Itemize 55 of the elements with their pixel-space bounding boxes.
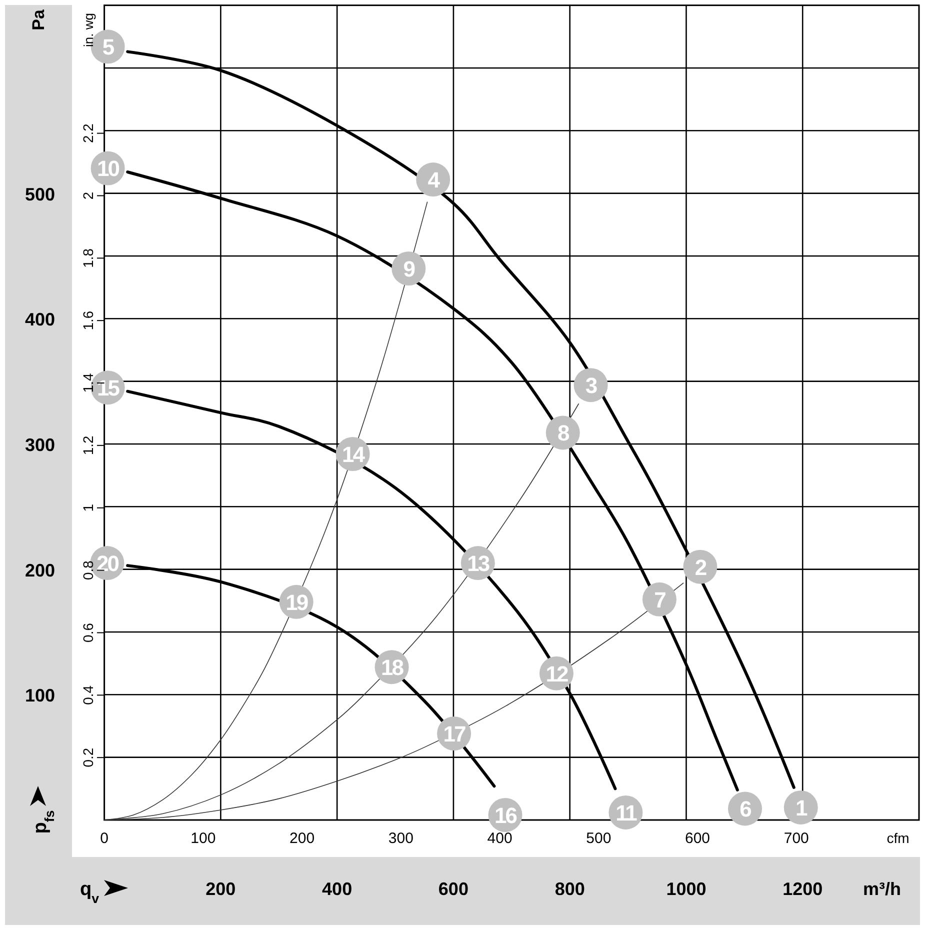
annotation: 12 [546,661,568,686]
annotation: 13 [467,551,490,576]
annotation: 16 [494,802,518,828]
y2-tick-label: 1.2 [80,435,96,456]
y2-axis-title: in. wg [81,13,96,47]
annotation: 14 [342,442,366,468]
x-tick-label: 1200 [782,879,823,899]
x-tick-label: 800 [554,879,585,899]
text: q$_{v}$ [80,879,100,906]
x2-tick-label: 500 [586,830,612,847]
x2-tick-label: 100 [190,830,216,847]
y2-tick-label: 2 [80,192,96,200]
y2-tick-label: 1.4 [80,373,96,393]
y2-tick-label: 0.4 [80,685,96,705]
x2-tick-label: 200 [290,830,315,847]
annotation: 7 [654,587,666,612]
annotation: 5 [102,34,114,60]
y-tick-label: 200 [24,560,56,580]
x2-tick-label: 400 [487,830,512,847]
x-axis-title: m³/h [863,879,901,899]
y2-tick-label: 1.6 [80,310,96,330]
x2-tick-label: 300 [388,830,414,847]
x-tick-label: 600 [438,879,468,899]
y2-tick-label: 1.8 [80,248,96,268]
annotation: 19 [286,590,308,615]
y2-tick-label: 0.2 [80,748,96,768]
annotation: 9 [403,256,416,282]
annotation: 3 [585,373,598,398]
annotation: 8 [557,420,570,446]
annotation: 17 [443,722,466,747]
x-tick-label: 400 [322,879,352,899]
x2-tick-label: 0 [100,830,108,847]
y-tick-label: 500 [24,184,56,204]
y-tick-label: 100 [24,686,56,706]
annotation: 6 [740,796,752,822]
x2-axis-title: cfm [886,830,910,846]
annotation: 15 [97,376,120,401]
annotation: 20 [96,551,120,576]
y2-tick-label: 1 [80,504,96,512]
y-axis-title: Pa [29,9,48,30]
annotation: 11 [616,800,638,826]
annotation: 2 [694,554,707,580]
x2-tick-label: 700 [784,830,809,847]
annotation: 4 [428,168,441,193]
annotation: 1 [795,795,808,820]
y2-tick-label: 2.2 [80,123,96,144]
y-tick-label: 300 [24,434,56,455]
x2-tick-label: 600 [685,830,710,847]
y2-tick-label: 0.8 [80,560,96,580]
x-tick-label: 1000 [666,879,706,899]
annotation: 18 [381,655,404,680]
y2-tick-label: 0.6 [80,622,96,642]
annotation: 10 [97,156,120,182]
y-tick-label: 400 [24,310,56,330]
x-tick-label: 200 [206,879,236,899]
